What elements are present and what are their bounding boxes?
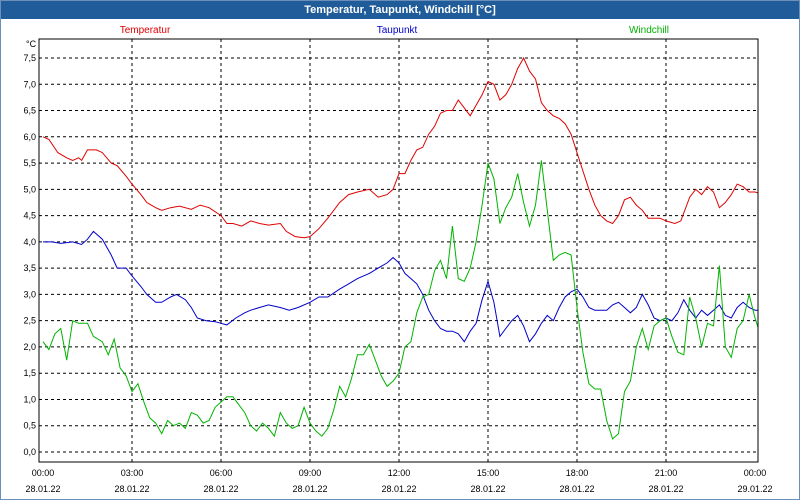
- x-tick-date: 28.01.22: [114, 484, 149, 494]
- x-tick-time: 03:00: [121, 468, 144, 478]
- x-tick-date: 28.01.22: [648, 484, 683, 494]
- series-layer: [42, 56, 758, 440]
- legend-windchill: Windchill: [629, 25, 669, 36]
- grid: [39, 39, 758, 462]
- y-tick-label: 5,5: [23, 158, 36, 168]
- x-axis-ticks: 00:00 28.01.22 03:00 28.01.22 06:00 28.01.22 0…: [25, 468, 772, 494]
- y-tick-label: 1,0: [23, 394, 36, 404]
- y-axis-ticks: 0,0 0,5 1,0 1,5 2,0 2,5 3,0 3,5 4,0 4,5 5,0 5,5 6,0 6…: [23, 53, 36, 457]
- series-line-windchill: [42, 160, 758, 440]
- y-tick-label: 2,0: [23, 342, 36, 352]
- x-tick-date: 28.01.22: [381, 484, 416, 494]
- x-tick-date: 28.01.22: [292, 484, 327, 494]
- x-tick-time: 06:00: [210, 468, 233, 478]
- x-tick-time: 00:00: [744, 468, 767, 478]
- y-tick-label: 3,0: [23, 289, 36, 299]
- y-tick-label: 6,0: [23, 132, 36, 142]
- x-tick-date: 28.01.22: [203, 484, 238, 494]
- y-tick-label: 5,0: [23, 184, 36, 194]
- y-tick-label: 0,0: [23, 447, 36, 457]
- plot-border: [38, 38, 759, 463]
- y-tick-label: 4,5: [23, 211, 36, 221]
- y-tick-label: 3,5: [23, 263, 36, 273]
- legend-taupunkt: Taupunkt: [377, 25, 418, 36]
- series-line-temperatur: [42, 56, 758, 239]
- legend: Temperatur Taupunkt Windchill: [120, 25, 669, 36]
- x-tick-date: 29.01.22: [737, 484, 772, 494]
- x-tick-time: 21:00: [655, 468, 678, 478]
- y-tick-label: 2,5: [23, 316, 36, 326]
- y-axis-label: °C: [26, 39, 37, 49]
- x-tick-time: 18:00: [566, 468, 589, 478]
- y-tick-label: 0,5: [23, 421, 36, 431]
- y-tick-label: 7,0: [23, 79, 36, 89]
- x-tick-time: 00:00: [32, 468, 55, 478]
- x-tick-date: 28.01.22: [559, 484, 594, 494]
- chart-title: Temperatur, Taupunkt, Windchill [°C]: [1, 1, 799, 19]
- series-line-taupunkt: [43, 230, 758, 343]
- x-tick-time: 09:00: [299, 468, 322, 478]
- x-tick-time: 15:00: [477, 468, 500, 478]
- x-tick-date: 28.01.22: [470, 484, 505, 494]
- x-tick-date: 28.01.22: [25, 484, 60, 494]
- x-tick-time: 12:00: [388, 468, 411, 478]
- legend-temperatur: Temperatur: [120, 25, 171, 36]
- y-tick-label: 6,5: [23, 106, 36, 116]
- y-tick-label: 7,5: [23, 53, 36, 63]
- y-tick-label: 1,5: [23, 368, 36, 378]
- y-tick-label: 4,0: [23, 237, 36, 247]
